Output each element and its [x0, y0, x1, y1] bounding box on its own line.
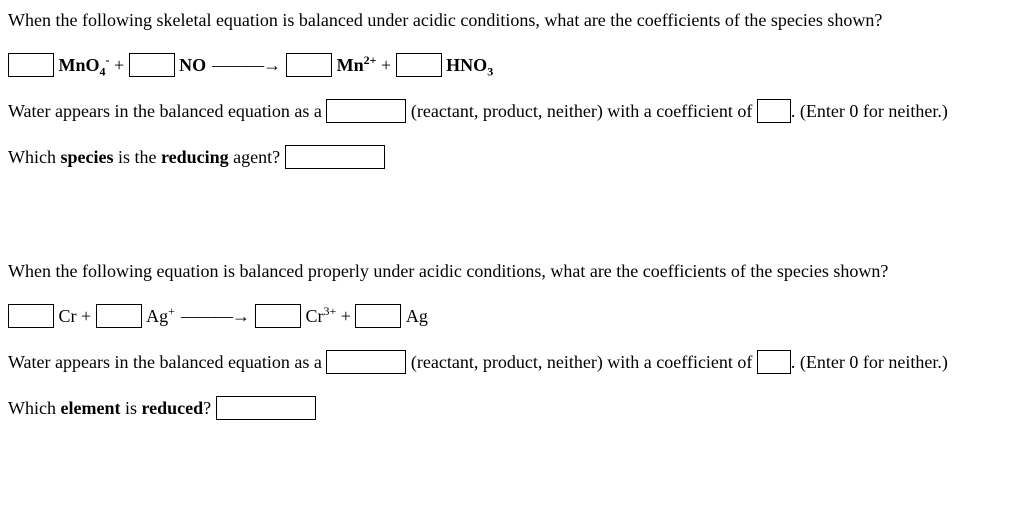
species-cr3: Cr3+ [305, 306, 336, 327]
plus: + [336, 306, 355, 327]
plus: + [77, 306, 96, 327]
reduced-element-input[interactable] [216, 396, 316, 420]
agent-pre: Which [8, 147, 60, 168]
mn-sup: 2+ [364, 53, 377, 67]
cr3-base: Cr [305, 306, 323, 326]
coef-input-ag+[interactable] [96, 304, 142, 328]
reduced-mid: is [120, 398, 141, 419]
species-mn2: Mn2+ [337, 55, 377, 76]
arrow-icon: ———→ [181, 306, 249, 327]
species-ag: Ag [406, 306, 428, 327]
hno3-base: HNO [446, 55, 487, 75]
coef-input-ag[interactable] [355, 304, 401, 328]
q2-equation: Cr + Ag+ ———→ Cr3+ + Ag [8, 304, 1006, 328]
coef-input-mn2[interactable] [286, 53, 332, 77]
reduced-b2: reduced [141, 398, 203, 419]
reducing-agent-input[interactable] [285, 145, 385, 169]
mn-base: Mn [337, 55, 364, 75]
water-post: . (Enter 0 for neither.) [791, 352, 948, 373]
q2-reduced-line: Which element is reduced ? [8, 396, 1006, 420]
cr3-sup: 3+ [323, 304, 336, 318]
agent-post: agent? [229, 147, 285, 168]
q1-equation: MnO4- + NO ———→ Mn2+ + HNO3 [8, 53, 1006, 77]
arrow-icon: ———→ [212, 55, 280, 76]
species-mno4: MnO4- [59, 55, 110, 76]
agent-b2: reducing [161, 147, 229, 168]
coef-input-mno4[interactable] [8, 53, 54, 77]
species-hno3: HNO3 [446, 55, 493, 76]
coef-input-cr3[interactable] [255, 304, 301, 328]
coef-input-hno3[interactable] [396, 53, 442, 77]
coef-input-cr[interactable] [8, 304, 54, 328]
agent-b1: species [60, 147, 113, 168]
ag-sup: + [168, 304, 175, 318]
water-post: . (Enter 0 for neither.) [791, 101, 948, 122]
water-coef-input[interactable] [757, 99, 791, 123]
water-mid: (reactant, product, neither) with a coef… [406, 101, 757, 122]
mno4-base: MnO [59, 55, 100, 75]
reduced-pre: Which [8, 398, 60, 419]
species-ag+: Ag+ [146, 306, 175, 327]
species-cr: Cr [59, 306, 77, 327]
water-coef-input[interactable] [757, 350, 791, 374]
q2-prompt: When the following equation is balanced … [8, 261, 1006, 282]
q1-prompt: When the following skeletal equation is … [8, 10, 1006, 31]
species-no: NO [179, 55, 206, 76]
reduced-post: ? [203, 398, 216, 419]
coef-input-no[interactable] [129, 53, 175, 77]
water-pre: Water appears in the balanced equation a… [8, 101, 326, 122]
water-mid: (reactant, product, neither) with a coef… [406, 352, 757, 373]
q2-water-line: Water appears in the balanced equation a… [8, 350, 1006, 374]
reduced-b1: element [60, 398, 120, 419]
water-role-input[interactable] [326, 99, 406, 123]
water-role-input[interactable] [326, 350, 406, 374]
q1-agent-line: Which species is the reducing agent? [8, 145, 1006, 169]
water-pre: Water appears in the balanced equation a… [8, 352, 326, 373]
agent-mid: is the [113, 147, 161, 168]
spacer [8, 191, 1006, 261]
ag-base: Ag [146, 306, 168, 326]
plus: + [377, 55, 396, 76]
hno3-sub: 3 [487, 64, 493, 78]
q1-water-line: Water appears in the balanced equation a… [8, 99, 1006, 123]
plus: + [110, 55, 129, 76]
q2-prompt-text: When the following equation is balanced … [8, 261, 888, 282]
q1-prompt-text: When the following skeletal equation is … [8, 10, 882, 31]
